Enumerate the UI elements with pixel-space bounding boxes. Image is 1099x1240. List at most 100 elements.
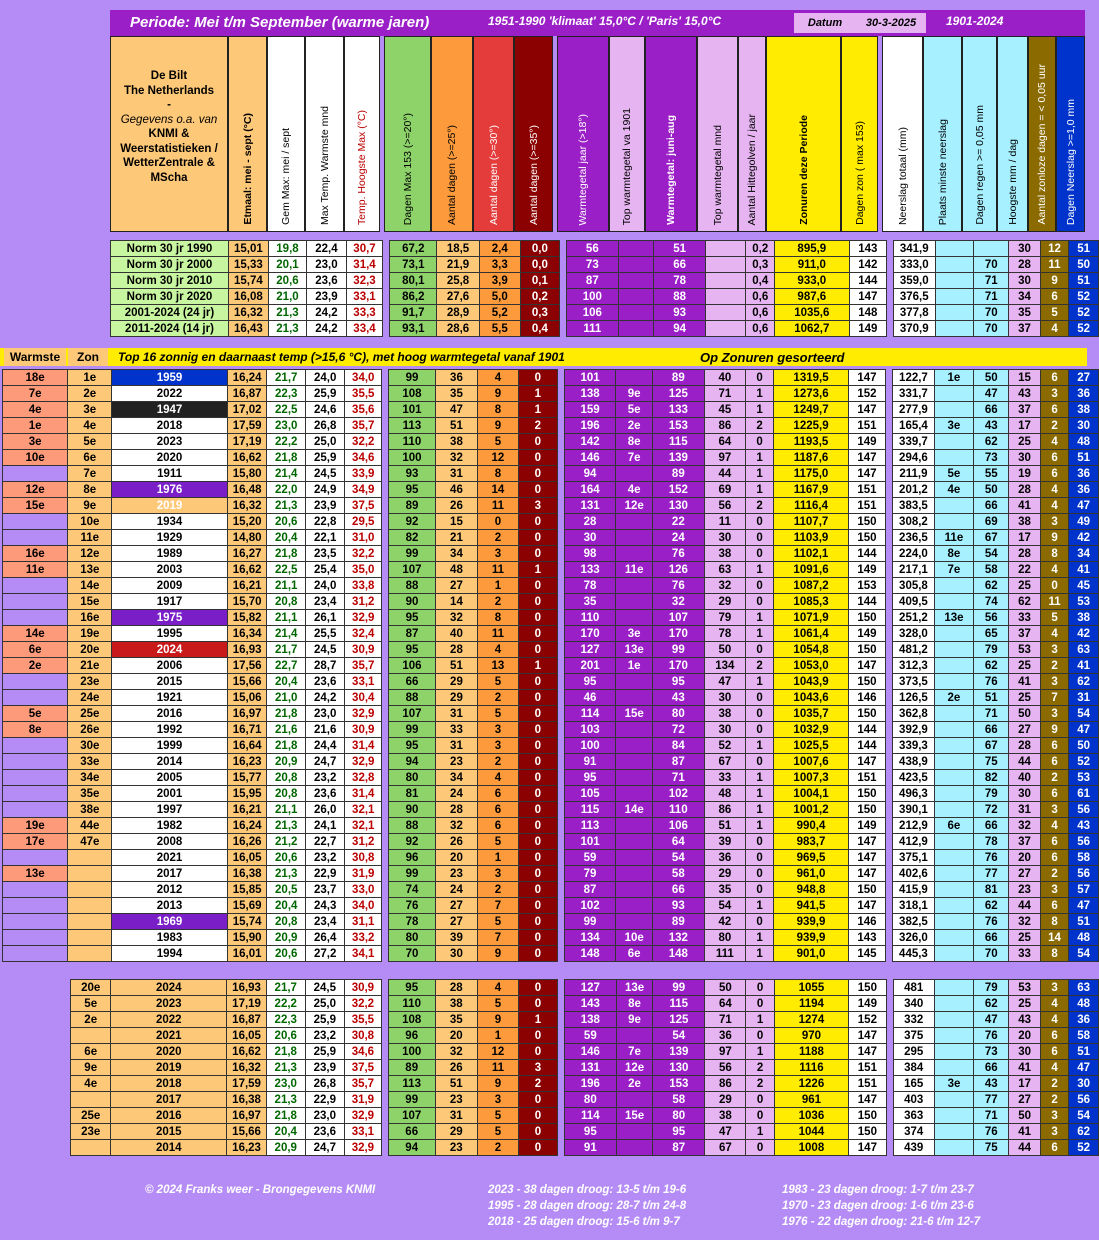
table-cell: 41 — [1008, 1059, 1041, 1076]
column-gap — [557, 626, 564, 642]
table-cell: 2e — [933, 689, 975, 706]
column-gap — [557, 546, 564, 562]
norm-label: 2001-2024 (24 jr) — [110, 304, 229, 321]
table-cell: 54 — [1068, 1107, 1099, 1124]
column-gap — [886, 1076, 893, 1092]
table-cell: 149 — [847, 433, 887, 450]
table-cell — [933, 945, 975, 962]
table-cell: 21,8 — [266, 737, 306, 754]
table-cell: 4 — [1039, 320, 1070, 337]
table-cell: 30 — [1008, 449, 1041, 466]
table-cell: 58 — [1068, 1027, 1099, 1044]
table-cell: 1 — [744, 737, 775, 754]
column-gap — [557, 498, 564, 514]
table-cell: 23,9 — [304, 1059, 346, 1076]
title-bar: Periode: Mei t/m September (warme jaren)… — [110, 10, 1085, 36]
table-cell: 33,1 — [344, 1123, 382, 1140]
table-cell: 147 — [847, 865, 887, 882]
zon-rank: 20e — [69, 979, 112, 996]
table-cell: 66 — [973, 1059, 1010, 1076]
table-cell: 1 — [744, 945, 775, 962]
table-cell: 21,7 — [266, 369, 306, 386]
table-cell — [615, 897, 653, 914]
table-cell: 1 — [744, 625, 775, 642]
table-cell — [933, 497, 975, 514]
table-row: 10e 1934 15,20 20,6 22,8 29,5 92 15 0 0 28 22 11 0 110… — [1, 513, 1099, 530]
table-cell: 22,7 — [266, 657, 306, 674]
table-cell: 74 — [973, 593, 1010, 610]
year-cell: 2018 — [110, 1075, 228, 1092]
table-cell: 145 — [847, 945, 887, 962]
table-row: 5e 25e 2016 16,97 21,8 23,0 32,9 107 31 5 0 114 15e 8… — [1, 705, 1099, 722]
table-cell: 0 — [517, 705, 558, 722]
table-cell: 52 — [1068, 1139, 1099, 1156]
column-gap — [382, 562, 389, 578]
table-cell: 2e — [615, 1075, 654, 1092]
table-cell: 412,9 — [892, 833, 935, 850]
column-gap — [886, 370, 893, 386]
table-cell: 31 — [434, 737, 478, 754]
table-cell: 114 — [563, 1107, 617, 1124]
table-cell: 16,24 — [226, 817, 268, 834]
column-gap — [560, 273, 567, 289]
page-title: Periode: Mei t/m September (warme jaren) — [130, 14, 430, 31]
column-header-label: Max Temp. Warmste mnd — [318, 105, 331, 225]
table-cell: 1 — [745, 1043, 775, 1060]
table-cell: 0 — [517, 929, 558, 946]
column-header-label: Neerslag totaal (mm) — [896, 126, 909, 225]
table-cell — [615, 529, 653, 546]
table-cell: 43 — [1008, 385, 1041, 402]
table-cell: 1 — [744, 769, 775, 786]
column-gap — [557, 1108, 564, 1124]
table-cell: 14,80 — [226, 529, 268, 546]
table-cell: 439 — [892, 1139, 935, 1156]
table-cell: 51 — [434, 1075, 478, 1092]
table-cell: 76 — [973, 849, 1010, 866]
table-cell: 50 — [1068, 256, 1099, 273]
table-cell: 11 — [1039, 593, 1070, 610]
table-cell: 62 — [973, 897, 1010, 914]
dry-period: 2018 - 25 dagen droog: 15-6 t/m 9-7 — [488, 1216, 680, 1228]
column-gap — [382, 674, 389, 690]
column-gap — [886, 1108, 893, 1124]
column-gap — [886, 626, 893, 642]
zon-rank: 21e — [67, 657, 113, 674]
table-cell: 21,3 — [265, 1091, 306, 1108]
table-cell: 26,8 — [304, 1075, 346, 1092]
table-cell: 150 — [847, 881, 887, 898]
table-cell: 3 — [1039, 385, 1070, 402]
column-gap — [557, 802, 564, 818]
table-cell: 8 — [1039, 913, 1070, 930]
table-cell: 0 — [744, 833, 775, 850]
table-cell: 43 — [1068, 817, 1099, 834]
table-cell: 2 — [745, 1059, 775, 1076]
warmste-header: Warmste — [4, 348, 66, 366]
table-cell: 0,4 — [519, 320, 561, 337]
column-gap — [382, 818, 389, 834]
table-cell: 41 — [1068, 561, 1099, 578]
column-gap — [382, 386, 389, 402]
table-cell: 150 — [847, 609, 887, 626]
table-cell: 1 — [476, 577, 519, 594]
year-cell: 1976 — [111, 481, 228, 498]
zon-rank — [67, 865, 113, 882]
table-cell: 100 — [387, 449, 436, 466]
table-cell: 88 — [387, 817, 436, 834]
table-cell: 969,5 — [773, 849, 849, 866]
zon-rank: 4e — [69, 1075, 112, 1092]
table-cell: 438,9 — [892, 753, 935, 770]
table-cell — [615, 369, 653, 386]
table-cell: 54 — [1068, 705, 1099, 722]
table-cell: 42 — [1068, 625, 1099, 642]
table-cell: 24,2 — [306, 304, 347, 321]
column-gap — [557, 786, 564, 802]
table-cell: 22,1 — [304, 529, 346, 546]
table-cell: 22,3 — [265, 1011, 306, 1028]
table-cell: 134 — [563, 929, 617, 946]
table-cell: 9 — [476, 945, 519, 962]
table-cell: 9e — [615, 385, 653, 402]
zon-rank: 6e — [69, 1043, 112, 1060]
table-cell: 138 — [563, 1011, 617, 1028]
table-cell: 16,32 — [226, 497, 268, 514]
year-cell: 2018 — [111, 417, 228, 434]
